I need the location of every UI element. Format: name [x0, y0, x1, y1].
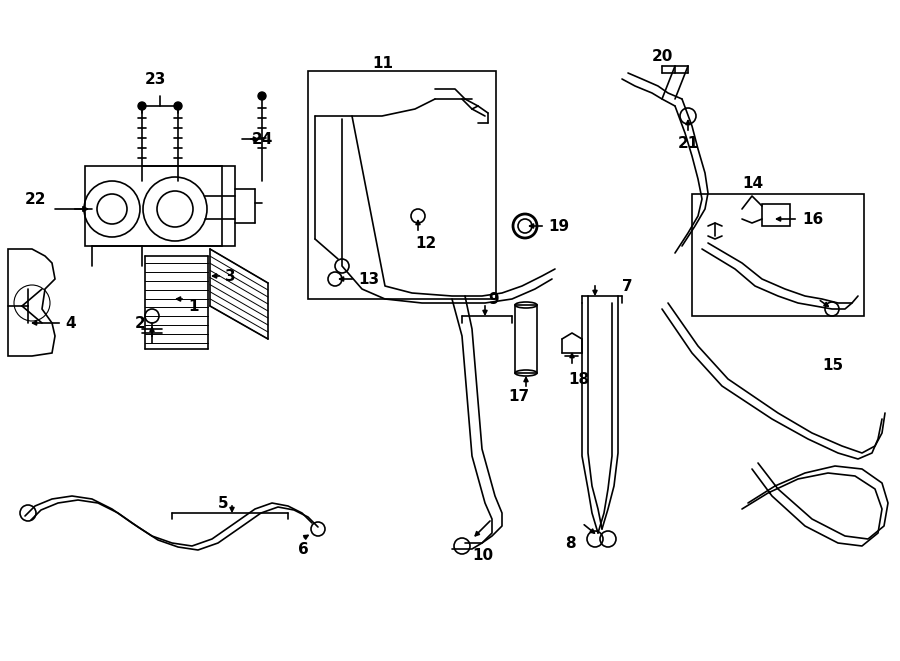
Text: 22: 22 [25, 192, 47, 206]
Text: 5: 5 [218, 496, 229, 510]
Text: 23: 23 [145, 71, 166, 87]
Text: 11: 11 [372, 56, 393, 71]
Text: 8: 8 [565, 535, 576, 551]
Circle shape [258, 92, 266, 100]
Circle shape [138, 102, 146, 110]
Text: 4: 4 [65, 315, 76, 330]
Text: 14: 14 [742, 176, 763, 190]
Circle shape [174, 102, 182, 110]
Text: 6: 6 [298, 541, 309, 557]
Text: 10: 10 [472, 549, 493, 563]
Text: 15: 15 [822, 358, 843, 373]
Text: 1: 1 [188, 299, 199, 313]
Text: 9: 9 [488, 292, 499, 307]
Text: 13: 13 [358, 272, 379, 286]
Text: 20: 20 [652, 48, 673, 63]
Bar [762, 204, 790, 226]
Text: 21: 21 [678, 136, 699, 151]
Text: 2: 2 [135, 315, 146, 330]
Text: 18: 18 [568, 371, 590, 387]
Text: 12: 12 [415, 235, 436, 251]
Text: 17: 17 [508, 389, 529, 403]
Text: 7: 7 [622, 278, 633, 293]
Text: 24: 24 [252, 132, 274, 147]
Text: 16: 16 [802, 212, 824, 227]
Text: 3: 3 [225, 268, 236, 284]
Bar [308, 71, 496, 299]
Text: 19: 19 [548, 219, 569, 233]
Bar [692, 194, 864, 316]
Bar [515, 305, 537, 373]
